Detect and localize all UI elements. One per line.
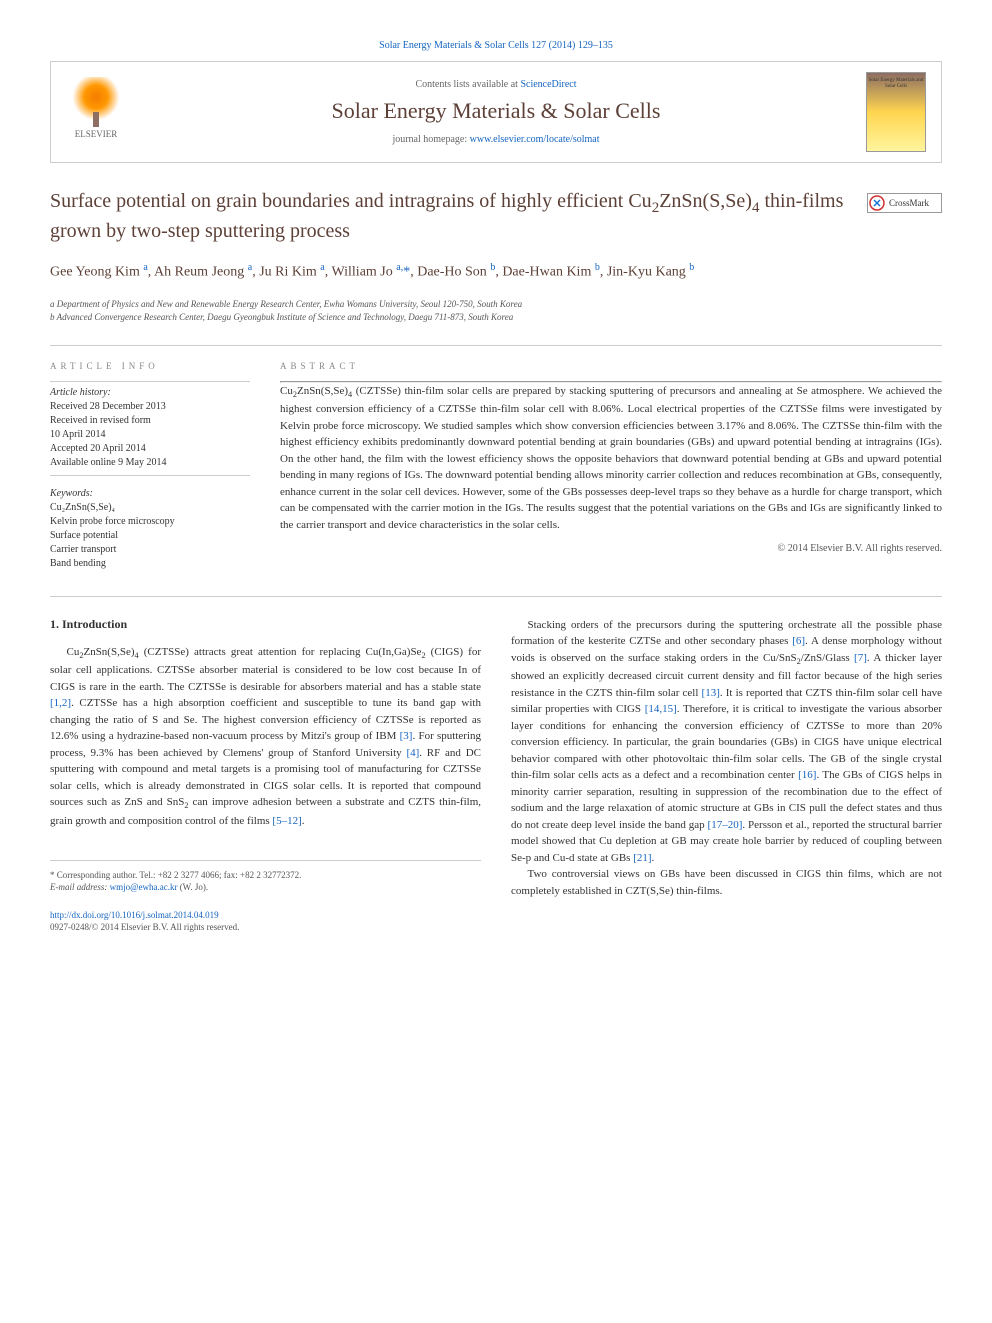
crossmark-icon bbox=[868, 194, 886, 212]
corr-author-line: * Corresponding author. Tel.: +82 2 3277… bbox=[50, 869, 481, 882]
doi-link[interactable]: http://dx.doi.org/10.1016/j.solmat.2014.… bbox=[50, 910, 219, 920]
abstract: ABSTRACT Cu2ZnSn(S,Se)4 (CZTSSe) thin-fi… bbox=[280, 361, 942, 571]
history-item: Accepted 20 April 2014 bbox=[50, 442, 250, 456]
contents-line: Contents lists available at ScienceDirec… bbox=[146, 79, 846, 90]
top-citation: Solar Energy Materials & Solar Cells 127… bbox=[50, 40, 942, 51]
column-left: 1. Introduction Cu2ZnSn(S,Se)4 (CZTSSe) … bbox=[50, 617, 481, 934]
contents-prefix: Contents lists available at bbox=[415, 79, 520, 90]
article-title: Surface potential on grain boundaries an… bbox=[50, 188, 942, 245]
affiliation-a: a Department of Physics and New and Rene… bbox=[50, 298, 942, 312]
doi-block: http://dx.doi.org/10.1016/j.solmat.2014.… bbox=[50, 909, 481, 934]
divider bbox=[50, 345, 942, 346]
history-item: Received 28 December 2013 bbox=[50, 400, 250, 414]
history-item: Received in revised form bbox=[50, 414, 250, 428]
abstract-text: Cu2ZnSn(S,Se)4 (CZTSSe) thin-film solar … bbox=[280, 383, 942, 534]
body-text-col1: Cu2ZnSn(S,Se)4 (CZTSSe) attracts great a… bbox=[50, 644, 481, 830]
column-right: Stacking orders of the precursors during… bbox=[511, 617, 942, 934]
body-text-col2: Stacking orders of the precursors during… bbox=[511, 617, 942, 900]
info-divider bbox=[50, 475, 250, 476]
elsevier-label: ELSEVIER bbox=[66, 129, 126, 139]
journal-header: ELSEVIER Contents lists available at Sci… bbox=[50, 61, 942, 163]
keyword: Kelvin probe force microscopy bbox=[50, 515, 250, 529]
keyword: Surface potential bbox=[50, 529, 250, 543]
keyword: Cu₂ZnSn(S,Se)₄ bbox=[50, 501, 250, 515]
elsevier-logo: ELSEVIER bbox=[66, 77, 126, 147]
keyword: Carrier transport bbox=[50, 543, 250, 557]
issn-line: 0927-0248/© 2014 Elsevier B.V. All right… bbox=[50, 921, 481, 934]
affiliation-b: b Advanced Convergence Research Center, … bbox=[50, 311, 942, 325]
affiliations: a Department of Physics and New and Rene… bbox=[50, 298, 942, 325]
crossmark-badge[interactable]: CrossMark bbox=[867, 193, 942, 213]
keywords-label: Keywords: bbox=[50, 488, 250, 499]
email-suffix: (W. Jo). bbox=[177, 882, 208, 892]
history-item: 10 April 2014 bbox=[50, 428, 250, 442]
abstract-heading: ABSTRACT bbox=[280, 361, 942, 371]
top-citation-link[interactable]: Solar Energy Materials & Solar Cells 127… bbox=[379, 40, 613, 51]
divider bbox=[50, 596, 942, 597]
abstract-copyright: © 2014 Elsevier B.V. All rights reserved… bbox=[280, 543, 942, 554]
journal-name: Solar Energy Materials & Solar Cells bbox=[146, 98, 846, 124]
sciencedirect-link[interactable]: ScienceDirect bbox=[520, 79, 576, 90]
email-label: E-mail address: bbox=[50, 882, 110, 892]
history-item: Available online 9 May 2014 bbox=[50, 456, 250, 470]
crossmark-label: CrossMark bbox=[889, 198, 929, 208]
history-label: Article history: bbox=[50, 387, 250, 398]
keyword: Band bending bbox=[50, 557, 250, 571]
article-info: ARTICLE INFO Article history: Received 2… bbox=[50, 361, 250, 571]
journal-homepage-link[interactable]: www.elsevier.com/locate/solmat bbox=[470, 134, 600, 145]
article-info-heading: ARTICLE INFO bbox=[50, 361, 250, 371]
authors: Gee Yeong Kim a, Ah Reum Jeong a, Ju Ri … bbox=[50, 260, 942, 283]
elsevier-tree-icon bbox=[71, 77, 121, 127]
homepage-prefix: journal homepage: bbox=[392, 134, 469, 145]
journal-homepage: journal homepage: www.elsevier.com/locat… bbox=[146, 134, 846, 145]
journal-cover: Solar Energy Materials and Solar Cells bbox=[866, 72, 926, 152]
corresponding-author-footnote: * Corresponding author. Tel.: +82 2 3277… bbox=[50, 860, 481, 894]
journal-cover-text: Solar Energy Materials and Solar Cells bbox=[867, 73, 925, 90]
info-divider bbox=[50, 381, 250, 382]
section-heading: 1. Introduction bbox=[50, 617, 481, 632]
email-link[interactable]: wmjo@ewha.ac.kr bbox=[110, 882, 178, 892]
